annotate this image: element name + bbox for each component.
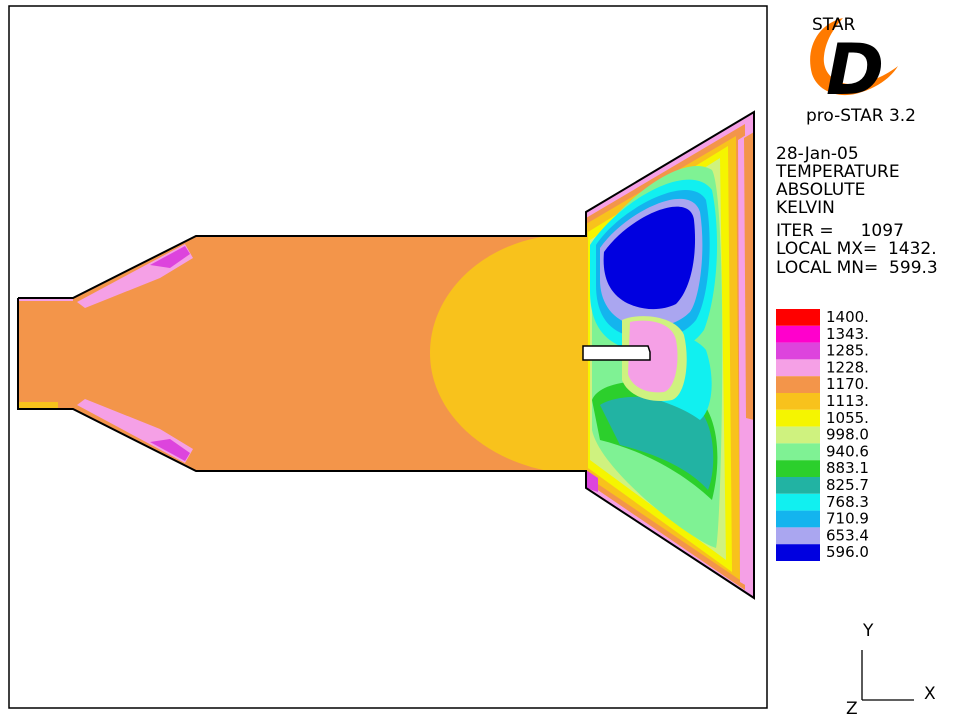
legend-swatch (776, 443, 820, 461)
legend-label: 1113. (826, 392, 869, 410)
info-panel: 28-Jan-05 TEMPERATURE ABSOLUTE KELVIN IT… (775, 144, 938, 278)
legend-label: 1400. (826, 308, 869, 326)
legend-swatch (776, 342, 820, 360)
legend-swatch (776, 544, 820, 561)
info-local-max: LOCAL MX= 1432. (776, 239, 937, 259)
diffuser-bottom-hot-edge-inner (150, 439, 190, 461)
legend-label: 998.0 (826, 426, 869, 444)
legend-label: 710.9 (826, 510, 869, 528)
right-wall-strip-inner (744, 132, 754, 420)
legend-swatch (776, 510, 820, 528)
info-unit: KELVIN (776, 198, 835, 218)
legend-label: 653.4 (826, 526, 869, 544)
legend-swatch (776, 309, 820, 326)
info-iter: ITER = 1097 (776, 221, 904, 241)
legend-label: 825.7 (826, 476, 869, 494)
injector-hot-pocket (628, 320, 678, 393)
legend-swatch (776, 409, 820, 427)
inlet-duct-region (18, 236, 586, 471)
y-axis-label: Y (862, 621, 874, 641)
logo-brand: STAR (812, 15, 855, 35)
combustor-geometry (17, 110, 755, 600)
info-date: 28-Jan-05 (776, 144, 859, 164)
logo-product: pro-STAR 3.2 (806, 106, 916, 126)
legend-label: 1055. (826, 409, 869, 427)
fuel-injector (582, 345, 651, 361)
legend-label: 768.3 (826, 493, 869, 511)
vortex-core-cold (603, 206, 696, 310)
legend-swatch (776, 493, 820, 511)
z-axis-label: Z (846, 699, 858, 718)
chamber-bottom-corner (586, 470, 598, 492)
legend-label: 1170. (826, 375, 869, 393)
logo-letter: D (826, 29, 884, 111)
legend-swatch (776, 325, 820, 343)
diffuser-top-hot-edge-inner (150, 246, 190, 268)
legend-label: 1343. (826, 325, 869, 343)
color-legend: 1400.1343.1285.1228.1170.1113.1055.998.0… (776, 308, 869, 561)
legend-swatch (776, 527, 820, 545)
legend-swatch (776, 359, 820, 377)
inlet-top-edge (18, 298, 73, 301)
lower-vortex-teal (600, 396, 714, 490)
legend-label: 1228. (826, 358, 869, 376)
info-local-min: LOCAL MN= 599.3 (776, 258, 938, 278)
legend-label: 596.0 (826, 543, 869, 561)
info-mode: ABSOLUTE (776, 180, 865, 200)
x-axis-label: X (924, 684, 936, 704)
legend-swatch (776, 460, 820, 477)
geometry-outline (17, 110, 755, 600)
legend-label: 1285. (826, 342, 869, 360)
legend-swatch (776, 393, 820, 410)
axis-triad: Y X Z (846, 621, 936, 718)
inlet-bottom-edge (18, 402, 58, 408)
legend-label: 883.1 (826, 459, 869, 477)
info-quantity: TEMPERATURE (775, 162, 900, 182)
legend-label: 940.6 (826, 442, 869, 460)
warm-core-region (430, 236, 586, 471)
star-cd-logo: STAR D pro-STAR 3.2 (806, 15, 916, 126)
legend-swatch (776, 477, 820, 494)
legend-swatch (776, 376, 820, 393)
legend-swatch (776, 426, 820, 444)
